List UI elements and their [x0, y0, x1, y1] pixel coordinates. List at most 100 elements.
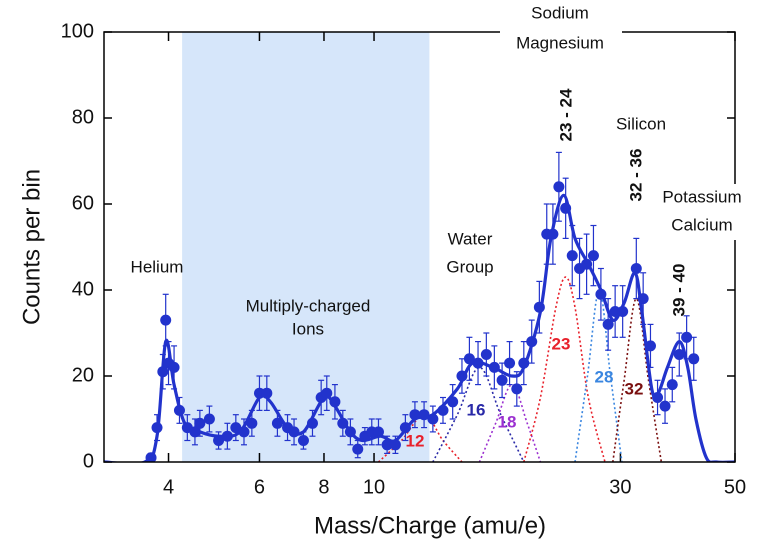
- component-curve: [377, 413, 463, 462]
- annotation: Silicon: [616, 114, 666, 133]
- y-tick-label: 40: [72, 278, 94, 300]
- x-axis-label: Mass/Charge (amu/e): [314, 512, 546, 539]
- annotation: Potassium: [662, 187, 741, 206]
- data-point: [447, 396, 459, 408]
- data-point: [381, 439, 393, 451]
- component-label: 23: [552, 334, 571, 353]
- data-point: [221, 430, 233, 442]
- data-point: [238, 426, 250, 438]
- data-point: [637, 293, 649, 305]
- annotation: Sodium: [531, 3, 589, 22]
- data-point: [344, 426, 356, 438]
- data-point: [666, 379, 678, 391]
- data-point: [553, 181, 565, 193]
- data-point: [173, 404, 185, 416]
- data-point: [463, 353, 475, 365]
- data-point: [189, 426, 201, 438]
- y-tick-label: 80: [72, 106, 94, 128]
- y-axis-label: Counts per bin: [18, 169, 45, 325]
- component-label: 18: [498, 412, 517, 431]
- x-tick-label: 50: [724, 476, 746, 498]
- annotation: 39 - 40: [669, 264, 688, 317]
- x-tick-label: 10: [363, 476, 385, 498]
- label-box: [500, 0, 622, 58]
- annotation: Group: [446, 257, 493, 276]
- data-point: [609, 306, 621, 317]
- data-point: [560, 202, 572, 214]
- data-point: [288, 426, 300, 438]
- data-point: [418, 409, 430, 421]
- data-point: [504, 357, 516, 369]
- data-point: [587, 250, 599, 262]
- data-point: [533, 301, 545, 313]
- component-label: 16: [467, 400, 486, 419]
- data-point: [337, 417, 349, 429]
- data-point: [203, 413, 215, 425]
- component-label: 12: [406, 431, 425, 450]
- data-point: [230, 422, 242, 434]
- annotation: Helium: [131, 257, 184, 276]
- annotation: Calcium: [671, 215, 732, 234]
- data-point: [246, 417, 258, 429]
- data-point: [160, 314, 172, 326]
- annotation: Magnesium: [516, 33, 604, 52]
- shaded-region: [182, 32, 430, 462]
- plot-frame: [103, 31, 736, 463]
- data-point: [168, 361, 180, 373]
- data-point: [194, 417, 206, 429]
- data-point: [306, 417, 318, 429]
- x-tick-label: 30: [609, 476, 631, 498]
- component-label: 28: [595, 367, 614, 386]
- data-point: [472, 357, 484, 369]
- data-point: [321, 387, 333, 399]
- data-point: [673, 349, 685, 360]
- label-box: [662, 184, 742, 240]
- data-point: [602, 318, 614, 330]
- data-point: [644, 340, 656, 352]
- data-point: [437, 404, 449, 416]
- y-tick-label: 60: [72, 192, 94, 214]
- plot-area: [0, 151, 735, 462]
- data-point: [595, 288, 607, 300]
- data-point: [496, 374, 508, 386]
- component-curve: [523, 276, 606, 462]
- data-point: [581, 258, 593, 270]
- component-curve: [612, 297, 663, 462]
- annotation: Multiply-charged: [246, 296, 371, 315]
- data-point: [0, 405, 6, 416]
- annotation: 23 - 24: [556, 88, 575, 141]
- data-point: [456, 370, 468, 382]
- y-tick-label: 0: [83, 450, 94, 472]
- annotation: Water: [448, 229, 493, 248]
- y-tick-label: 100: [61, 20, 94, 42]
- data-point: [157, 366, 169, 378]
- data-point: [213, 435, 225, 446]
- data-point: [511, 383, 523, 395]
- data-point: [271, 417, 283, 429]
- data-point: [409, 409, 421, 421]
- data-point: [566, 250, 578, 262]
- data-point: [372, 426, 384, 438]
- data-point: [352, 443, 364, 455]
- x-tick-label: 6: [254, 476, 265, 498]
- data-point: [526, 336, 538, 348]
- data-point: [389, 439, 401, 451]
- data-point: [547, 228, 559, 240]
- data-point: [688, 353, 700, 365]
- data-point: [329, 396, 341, 408]
- data-point: [630, 263, 642, 274]
- component-curve: [574, 289, 623, 462]
- data-point: [617, 306, 629, 317]
- data-point: [480, 349, 492, 360]
- data-point: [427, 413, 439, 425]
- data-point: [297, 435, 309, 446]
- x-tick-label: 4: [163, 476, 174, 498]
- data-point: [488, 361, 500, 373]
- annotation: 32 - 36: [626, 149, 645, 202]
- y-tick-label: 20: [72, 364, 94, 386]
- data-point: [151, 422, 163, 434]
- component-curve: [432, 366, 525, 462]
- data-point: [261, 387, 273, 399]
- data-point: [652, 392, 664, 403]
